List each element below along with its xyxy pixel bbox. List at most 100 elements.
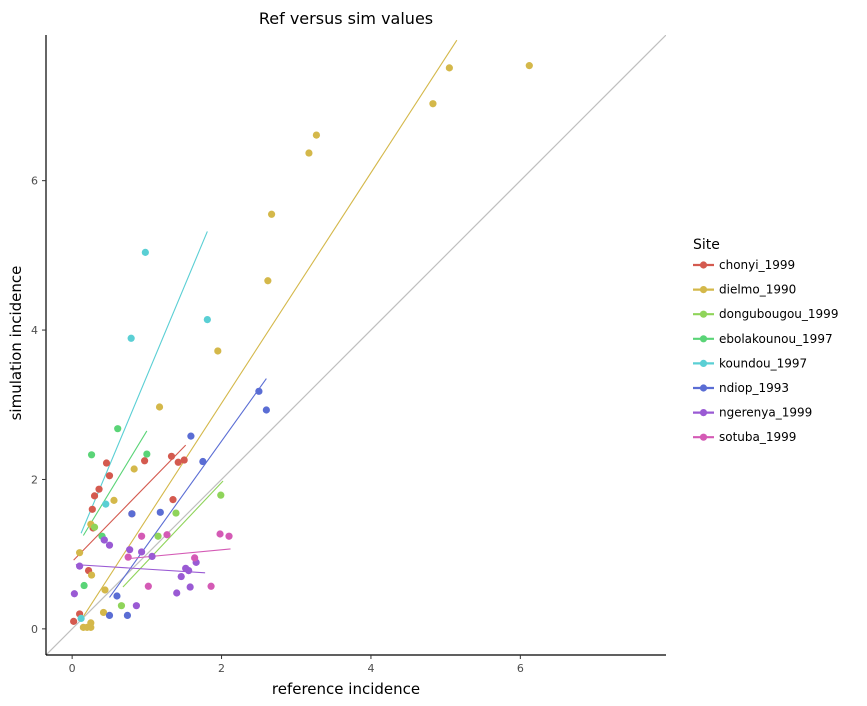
legend-label-ebolakounou_1997: ebolakounou_1997 [719, 332, 833, 346]
data-point-ebolakounou_1997 [114, 425, 122, 433]
x-axis-title: reference incidence [272, 680, 420, 698]
y-axis-title: simulation incidence [7, 266, 25, 421]
legend-label-ngerenya_1999: ngerenya_1999 [719, 406, 812, 420]
data-point-koundou_1997 [127, 334, 135, 342]
fit-lines [73, 39, 458, 621]
data-points [70, 62, 533, 631]
data-point-dongubougou_1999 [154, 532, 162, 540]
data-point-koundou_1997 [203, 316, 211, 324]
fit-line-chonyi_1999 [73, 444, 187, 561]
data-point-sotuba_1999 [163, 531, 171, 539]
x-tick-label: 2 [218, 662, 225, 675]
fit-line-sotuba_1999 [128, 548, 231, 560]
data-point-koundou_1997 [141, 248, 149, 256]
data-point-chonyi_1999 [88, 505, 96, 513]
legend-label-ndiop_1993: ndiop_1993 [719, 381, 789, 395]
data-point-ndiop_1993 [123, 611, 132, 620]
data-point-ndiop_1993 [255, 387, 263, 395]
data-point-sotuba_1999 [216, 530, 224, 538]
data-point-dielmo_1990 [312, 131, 321, 139]
data-point-dongubougou_1999 [117, 602, 126, 610]
y-tick-label: 6 [31, 175, 38, 188]
fit-line-ngerenya_1999 [75, 564, 206, 574]
fit-line-dongubougou_1999 [122, 480, 224, 588]
data-point-chonyi_1999 [105, 472, 114, 480]
data-point-dielmo_1990 [130, 465, 138, 473]
data-point-chonyi_1999 [102, 459, 111, 467]
data-point-ngerenya_1999 [76, 562, 84, 570]
legend-label-dielmo_1990: dielmo_1990 [719, 283, 796, 297]
data-point-ngerenya_1999 [138, 548, 146, 556]
y-tick-label: 2 [31, 473, 38, 486]
x-tick-label: 4 [367, 662, 374, 675]
data-point-dielmo_1990 [87, 619, 95, 627]
data-point-dielmo_1990 [264, 277, 272, 285]
data-point-dielmo_1990 [87, 571, 96, 579]
legend-key-point [699, 433, 708, 441]
data-point-dielmo_1990 [445, 64, 453, 72]
data-point-sotuba_1999 [144, 582, 152, 590]
legend: Site chonyi_1999 dielmo_1990 dongubougou_1… [693, 237, 838, 444]
fit-line-ebolakounou_1997 [82, 430, 148, 536]
data-point-dielmo_1990 [101, 586, 109, 594]
legend-key-point [699, 261, 708, 269]
data-point-chonyi_1999 [169, 496, 177, 504]
data-point-chonyi_1999 [90, 492, 99, 500]
data-point-dielmo_1990 [76, 549, 84, 557]
data-point-dielmo_1990 [214, 347, 222, 355]
legend-key-point [699, 384, 708, 392]
data-point-ngerenya_1999 [70, 590, 78, 598]
data-point-dielmo_1990 [305, 149, 313, 157]
data-point-ndiop_1993 [199, 457, 207, 466]
data-point-ngerenya_1999 [173, 589, 181, 597]
data-point-dongubougou_1999 [90, 523, 99, 531]
data-point-dielmo_1990 [155, 403, 164, 411]
data-point-chonyi_1999 [174, 458, 182, 466]
data-point-ebolakounou_1997 [87, 451, 96, 459]
plot-area [46, 35, 666, 655]
data-point-sotuba_1999 [124, 553, 132, 561]
data-point-sotuba_1999 [207, 582, 215, 590]
data-point-dielmo_1990 [525, 62, 533, 70]
chart-title: Ref versus sim values [259, 9, 433, 28]
data-point-chonyi_1999 [180, 456, 188, 464]
x-axis-ticks: 0 2 4 6 [69, 655, 524, 675]
data-point-ebolakounou_1997 [80, 581, 88, 590]
data-point-ndiop_1993 [156, 508, 164, 516]
data-point-ngerenya_1999 [100, 536, 108, 544]
legend-label-dongubougou_1999: dongubougou_1999 [719, 307, 838, 321]
data-point-chonyi_1999 [141, 457, 149, 465]
data-point-dongubougou_1999 [172, 509, 180, 517]
data-point-chonyi_1999 [70, 617, 78, 625]
data-point-ngerenya_1999 [132, 602, 140, 610]
y-tick-label: 4 [31, 324, 38, 337]
data-point-ndiop_1993 [262, 406, 270, 414]
fit-line-dielmo_1990 [80, 39, 458, 621]
fit-line-ndiop_1993 [109, 378, 267, 598]
data-point-ngerenya_1999 [185, 566, 193, 575]
legend-label-chonyi_1999: chonyi_1999 [719, 258, 795, 272]
data-point-ngerenya_1999 [126, 546, 134, 554]
legend-label-sotuba_1999: sotuba_1999 [719, 430, 796, 444]
data-point-dielmo_1990 [110, 496, 118, 504]
legend-key-point [699, 359, 708, 367]
x-tick-label: 0 [69, 662, 76, 675]
data-point-ngerenya_1999 [177, 572, 185, 581]
data-point-koundou_1997 [102, 500, 110, 508]
identity-line [46, 35, 666, 655]
data-point-koundou_1997 [77, 614, 85, 622]
data-point-ndiop_1993 [105, 611, 114, 620]
legend-label-koundou_1997: koundou_1997 [719, 356, 807, 370]
data-point-ebolakounou_1997 [143, 450, 151, 458]
data-point-sotuba_1999 [191, 554, 199, 562]
y-axis-ticks: 0 2 4 6 [31, 175, 46, 636]
legend-key-point [699, 310, 708, 318]
data-point-sotuba_1999 [225, 532, 233, 540]
legend-title: Site [693, 237, 720, 253]
data-point-ngerenya_1999 [148, 552, 156, 560]
data-point-chonyi_1999 [95, 485, 103, 493]
legend-key-point [699, 409, 708, 417]
fit-line-koundou_1997 [80, 231, 208, 534]
data-point-dielmo_1990 [99, 608, 108, 617]
data-point-ngerenya_1999 [186, 583, 194, 591]
